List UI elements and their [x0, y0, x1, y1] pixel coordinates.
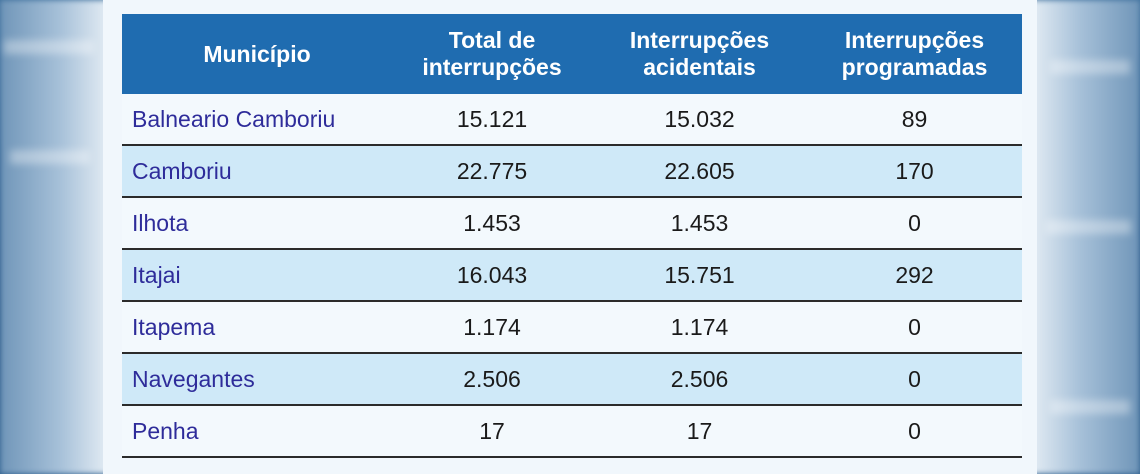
cell-acidentais: 1.453: [592, 197, 807, 250]
cell-programadas: 170: [807, 145, 1022, 198]
table-row: Itapema 1.174 1.174 0: [122, 301, 1022, 354]
cell-acidentais: 15.032: [592, 94, 807, 146]
cell-programadas: 0: [807, 405, 1022, 458]
table-row: Camboriu 22.775 22.605 170: [122, 145, 1022, 198]
cell-total: 22.775: [392, 145, 592, 198]
background-blur-stripe: [1050, 60, 1130, 74]
cell-municipio: Navegantes: [122, 353, 392, 406]
table-row: Balneario Camboriu 15.121 15.032 89: [122, 94, 1022, 146]
cell-municipio: Balneario Camboriu: [122, 94, 392, 146]
table-row: Itajai 16.043 15.751 292: [122, 249, 1022, 302]
cell-municipio: Camboriu: [122, 145, 392, 198]
background-blur-stripe: [1046, 220, 1131, 234]
header-total-interrupcoes: Total de interrupções: [392, 14, 592, 94]
interruptions-table: Município Total de interrupções Interrup…: [122, 14, 1022, 458]
background-blur-stripe: [10, 150, 90, 164]
cell-acidentais: 22.605: [592, 145, 807, 198]
table-body: Balneario Camboriu 15.121 15.032 89 Camb…: [122, 94, 1022, 458]
table-row: Ilhota 1.453 1.453 0: [122, 197, 1022, 250]
background-blur-stripe: [1050, 400, 1130, 414]
table-header: Município Total de interrupções Interrup…: [122, 14, 1022, 94]
header-municipio: Município: [122, 14, 392, 94]
cell-municipio: Itajai: [122, 249, 392, 302]
cell-municipio: Penha: [122, 405, 392, 458]
cell-municipio: Ilhota: [122, 197, 392, 250]
cell-total: 16.043: [392, 249, 592, 302]
cell-acidentais: 2.506: [592, 353, 807, 406]
cell-programadas: 89: [807, 94, 1022, 146]
cell-total: 2.506: [392, 353, 592, 406]
cell-municipio: Itapema: [122, 301, 392, 354]
table-panel: Município Total de interrupções Interrup…: [103, 0, 1037, 474]
cell-programadas: 292: [807, 249, 1022, 302]
cell-total: 1.453: [392, 197, 592, 250]
blurred-background-left: [0, 0, 110, 474]
cell-acidentais: 15.751: [592, 249, 807, 302]
cell-programadas: 0: [807, 353, 1022, 406]
cell-acidentais: 1.174: [592, 301, 807, 354]
cell-programadas: 0: [807, 197, 1022, 250]
cell-total: 1.174: [392, 301, 592, 354]
header-interrupcoes-programadas: Interrupções programadas: [807, 14, 1022, 94]
background-blur-stripe: [4, 40, 94, 54]
cell-acidentais: 17: [592, 405, 807, 458]
cell-programadas: 0: [807, 301, 1022, 354]
table-row: Navegantes 2.506 2.506 0: [122, 353, 1022, 406]
header-interrupcoes-acidentais: Interrupções acidentais: [592, 14, 807, 94]
cell-total: 17: [392, 405, 592, 458]
table-row: Penha 17 17 0: [122, 405, 1022, 458]
header-row: Município Total de interrupções Interrup…: [122, 14, 1022, 94]
blurred-background-right: [1030, 0, 1140, 474]
cell-total: 15.121: [392, 94, 592, 146]
